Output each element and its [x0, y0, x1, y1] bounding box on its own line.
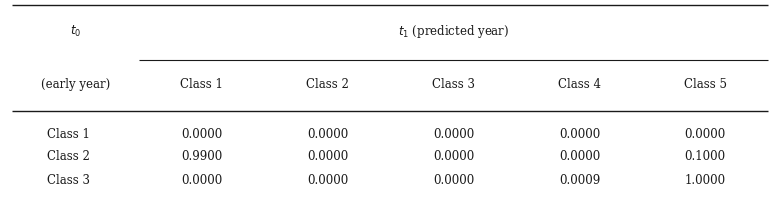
Text: Class 4: Class 4: [558, 78, 601, 90]
Text: 0.1000: 0.1000: [685, 150, 726, 164]
Text: Class 3: Class 3: [47, 173, 90, 186]
Text: 0.0000: 0.0000: [181, 128, 222, 140]
Text: $t_1$ (predicted year): $t_1$ (predicted year): [398, 22, 510, 40]
Text: Class 2: Class 2: [47, 150, 90, 164]
Text: 0.0000: 0.0000: [433, 150, 474, 164]
Text: 0.0000: 0.0000: [181, 173, 222, 186]
Text: 0.0000: 0.0000: [685, 128, 726, 140]
Text: 0.0009: 0.0009: [559, 173, 600, 186]
Text: Class 5: Class 5: [684, 78, 726, 90]
Text: 0.0000: 0.0000: [307, 150, 348, 164]
Text: 0.0000: 0.0000: [433, 128, 474, 140]
Text: Class 1: Class 1: [181, 78, 223, 90]
Text: Class 1: Class 1: [47, 128, 90, 140]
Text: 0.0000: 0.0000: [307, 173, 348, 186]
Text: 0.9900: 0.9900: [181, 150, 222, 164]
Text: 0.0000: 0.0000: [307, 128, 348, 140]
Text: 1.0000: 1.0000: [685, 173, 726, 186]
Text: Class 3: Class 3: [432, 78, 475, 90]
Text: 0.0000: 0.0000: [559, 150, 600, 164]
Text: 0.0000: 0.0000: [433, 173, 474, 186]
Text: (early year): (early year): [41, 78, 110, 90]
Text: 0.0000: 0.0000: [559, 128, 600, 140]
Text: $t_0$: $t_0$: [69, 23, 81, 39]
Text: Class 2: Class 2: [306, 78, 349, 90]
